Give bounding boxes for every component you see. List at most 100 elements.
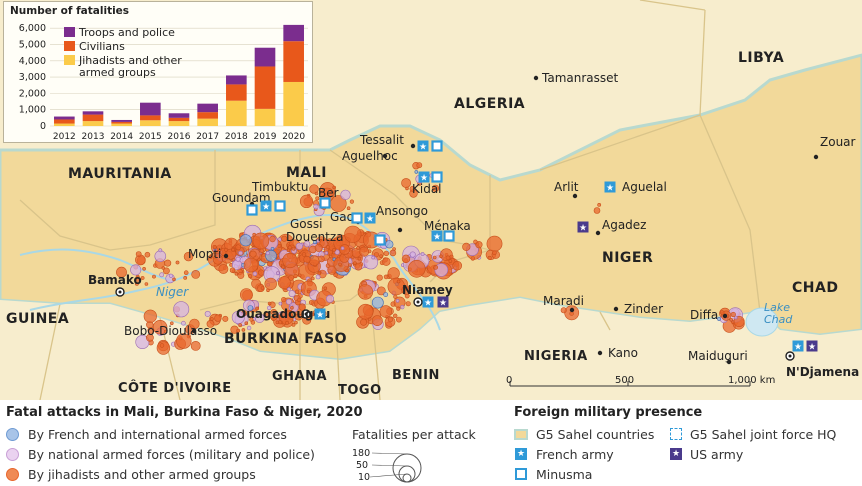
- bar-segment: [197, 118, 218, 126]
- legend-foreign-title: Foreign military presence: [514, 405, 703, 420]
- attack-dot: [222, 315, 229, 322]
- attack-dot: [387, 267, 400, 280]
- legend-fatalities-title: Fatalities per attack: [352, 427, 476, 442]
- legend-national: By national armed forces (military and p…: [28, 447, 315, 462]
- label-douentza: Douentza: [286, 230, 344, 244]
- attack-dot: [259, 248, 264, 254]
- legend-swatch-jihadists: [64, 55, 75, 65]
- attack-dot: [270, 247, 275, 251]
- attack-dot: [144, 251, 151, 258]
- legend-g5hq: G5 Sahel joint force HQ: [690, 427, 837, 442]
- label-gossi: Gossi: [290, 217, 322, 231]
- attack-dot: [135, 251, 142, 257]
- base-square: [437, 296, 449, 308]
- attack-dot: [206, 319, 215, 328]
- attack-dot: [357, 303, 374, 320]
- y-tick-label: 4,000: [19, 56, 46, 67]
- label-mopti: Mopti: [188, 247, 221, 261]
- minusma-base: [431, 140, 443, 152]
- attack-dot: [248, 274, 253, 279]
- attack-dot: [353, 261, 357, 266]
- attack-dot: [204, 310, 211, 317]
- attack-dot: [238, 250, 243, 256]
- attack-dot: [717, 317, 721, 321]
- bar-segment: [111, 121, 132, 124]
- bar-segment: [226, 84, 247, 101]
- attack-dot: [246, 325, 252, 331]
- y-tick-label: 5,000: [19, 39, 46, 50]
- attack-dot: [338, 262, 342, 267]
- attack-dot: [445, 255, 451, 261]
- attack-dot: [294, 320, 298, 325]
- attack-dot: [432, 255, 437, 260]
- attack-dot: [214, 314, 222, 322]
- attack-dot: [405, 301, 411, 307]
- label-menaka: Ménaka: [424, 219, 471, 233]
- star-icon: ★: [433, 233, 441, 243]
- attack-dot: [250, 320, 256, 325]
- x-tick-label: 2018: [225, 132, 248, 142]
- attack-dot: [285, 320, 290, 325]
- attack-dot: [449, 254, 454, 259]
- attack-dot: [244, 321, 249, 326]
- minusma-base: [319, 197, 331, 209]
- attack-dot: [396, 279, 401, 284]
- map-legend: Fatal attacks in Mali, Burkina Faso & Ni…: [0, 400, 862, 486]
- attack-dot: [295, 242, 303, 250]
- attack-dot: [371, 296, 384, 309]
- attack-dot: [291, 246, 296, 251]
- base-square: [422, 296, 434, 308]
- attack-dot: [140, 276, 145, 280]
- star-icon: ★: [419, 143, 427, 153]
- attack-dot: [152, 320, 168, 335]
- label-niamey: Niamey: [402, 283, 453, 297]
- attack-dot: [162, 267, 170, 275]
- attack-dot: [346, 206, 351, 210]
- base-square: [577, 221, 589, 233]
- attack-dot: [277, 320, 283, 325]
- size-180: 180: [352, 448, 370, 459]
- base-square: [314, 308, 326, 320]
- attack-dot: [379, 305, 392, 318]
- bar-segment: [254, 47, 276, 67]
- scale-zero: 0: [506, 375, 512, 386]
- attack-dot: [376, 286, 386, 296]
- label-ansongo: Ansongo: [376, 204, 428, 218]
- attack-dot: [359, 246, 370, 257]
- legend-swatch-troops: [64, 27, 75, 37]
- bar-segment: [82, 111, 104, 115]
- attack-dot: [363, 254, 379, 270]
- attack-dot: [733, 315, 738, 320]
- attack-dot: [231, 310, 245, 324]
- attack-dot: [291, 322, 296, 327]
- attack-dot: [183, 275, 188, 280]
- minusma-base: [246, 204, 258, 216]
- attack-dot: [159, 272, 165, 278]
- x-tick-label: 2019: [254, 132, 277, 142]
- bar-segment: [197, 112, 218, 119]
- attack-dot: [247, 305, 254, 311]
- attack-dot: [470, 256, 475, 261]
- attack-dot: [401, 254, 411, 263]
- attack-dot: [324, 251, 329, 255]
- attack-dot: [340, 189, 351, 200]
- label-diffa: Diffa: [690, 308, 718, 322]
- legend-jihadists-2: armed groups: [79, 66, 156, 79]
- attack-dot: [313, 240, 318, 245]
- attack-dot: [276, 271, 280, 276]
- attack-dot: [473, 239, 478, 245]
- attack-dot: [349, 199, 355, 204]
- attack-dot: [314, 191, 319, 196]
- fatalities-inset-chart: Number of fatalities 6,000 5,000 4,000 3,00…: [3, 1, 313, 143]
- attack-dot: [475, 241, 483, 249]
- x-tick-label: 2020: [282, 132, 305, 142]
- attack-dot: [314, 243, 323, 252]
- attack-dot: [286, 287, 291, 291]
- bar-segment: [168, 121, 190, 126]
- label-ber: Ber: [318, 186, 339, 200]
- legend-us-army: US army: [690, 447, 744, 462]
- label-maiduguri: Maiduguri: [688, 349, 748, 363]
- attack-dot: [297, 297, 302, 303]
- label-timbuktu: Timbuktu: [251, 180, 308, 194]
